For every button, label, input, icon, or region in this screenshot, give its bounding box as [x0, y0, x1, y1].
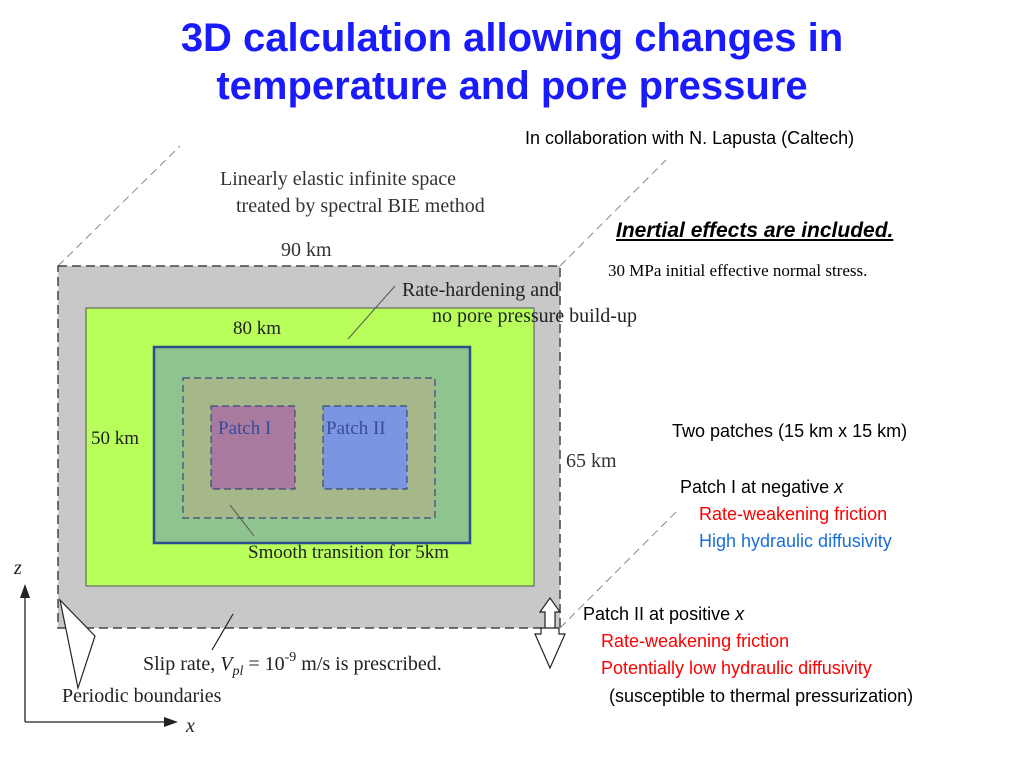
collaboration-note: In collaboration with N. Lapusta (Caltec… [525, 128, 855, 148]
patch-2-heading: Patch II at positive x [583, 604, 744, 625]
slip-rate-label: Slip rate, Vpl = 10-9 m/s is prescribed. [143, 650, 442, 679]
patch-2-label: Patch II [326, 418, 386, 439]
perspective-line-bottom-right [559, 511, 677, 629]
elastic-space-line-2: treated by spectral BIE method [236, 195, 485, 217]
patch-1-heading: Patch I at negative x [680, 477, 843, 498]
rate-hardening-label-2: no pore pressure build-up [432, 305, 637, 327]
two-patches-note: Two patches (15 km x 15 km) [672, 421, 908, 441]
elastic-space-line-1: Linearly elastic infinite space [220, 168, 456, 190]
dimension-80km: 80 km [233, 318, 281, 339]
patch-1-diffusivity: High hydraulic diffusivity [699, 531, 892, 551]
dimension-50km: 50 km [91, 428, 139, 449]
x-axis-arrowhead [164, 717, 178, 727]
patch-2-friction: Rate-weakening friction [601, 631, 790, 651]
dimension-90km: 90 km [281, 239, 332, 261]
inertial-note: Inertial effects are included. [616, 219, 894, 242]
slide-title: 3D calculation allowing changes in tempe… [0, 14, 1024, 110]
patch-1-label: Patch I [218, 418, 271, 439]
x-axis-label: x [185, 715, 195, 737]
stress-note: 30 MPa initial effective normal stress. [608, 261, 868, 280]
periodic-arrow-right [534, 596, 566, 670]
title-line-1: 3D calculation allowing changes in [180, 16, 844, 60]
patch-2-heading-var: x [735, 604, 745, 624]
patch-1 [210, 405, 296, 490]
patch-2 [322, 405, 408, 490]
slip-rate-leader [211, 613, 234, 651]
title-line-2: temperature and pore pressure [216, 64, 808, 108]
periodic-arrow-left [59, 598, 96, 691]
smooth-transition-leader [229, 504, 255, 537]
perspective-line-top-right [559, 159, 667, 267]
patch-2-diffusivity: Potentially low hydraulic diffusivity [601, 658, 872, 678]
patch-1-heading-var: x [834, 477, 844, 497]
patch-1-heading-text: Patch I at negative [680, 477, 835, 497]
smooth-transition-label: Smooth transition for 5km [248, 542, 449, 563]
patch-2-thermal-note: (susceptible to thermal pressurization) [609, 686, 914, 706]
rate-hardening-label-1: Rate-hardening and [402, 279, 559, 301]
rate-hardening-leader [347, 285, 396, 340]
z-axis-arrowhead [20, 584, 30, 598]
z-axis-label: z [13, 557, 22, 579]
perspective-line-top-left [57, 145, 181, 267]
patch-1-friction: Rate-weakening friction [699, 504, 888, 524]
patch-2-heading-text: Patch II at positive [583, 604, 736, 624]
dimension-65km: 65 km [566, 450, 617, 472]
periodic-boundaries-label: Periodic boundaries [62, 685, 222, 707]
